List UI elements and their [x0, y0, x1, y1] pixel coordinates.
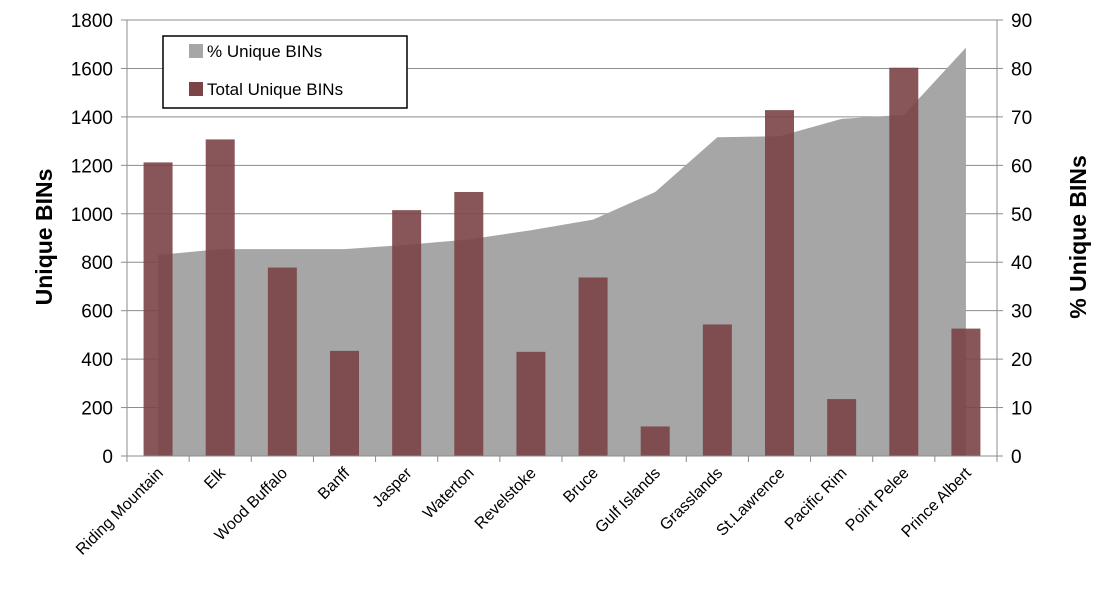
bar-series-layer	[143, 67, 981, 457]
axes	[126, 20, 998, 462]
bar-total-unique	[827, 399, 857, 456]
area-series-layer	[158, 47, 966, 456]
category-label: Bruce	[560, 465, 602, 507]
right-tick-label: 60	[1011, 156, 1032, 177]
left-tick-label: 0	[102, 447, 113, 468]
left-axis-ticks: 0 200 400 600 800 1000 1200 1400 1600 1800	[71, 11, 127, 468]
category-label: Waterton	[420, 465, 478, 523]
bar-total-unique	[951, 328, 981, 456]
area-percent-unique	[158, 47, 966, 456]
left-tick-label: 1200	[71, 156, 113, 177]
bar-total-unique	[702, 324, 732, 456]
right-tick-label: 30	[1011, 302, 1032, 323]
category-label: Grasslands	[657, 465, 726, 534]
bar-total-unique	[516, 351, 546, 456]
legend-label-total: Total Unique BINs	[207, 80, 343, 99]
bar-total-unique	[454, 191, 484, 456]
bar-total-unique	[330, 350, 359, 456]
category-label: Riding Mountain	[73, 465, 167, 559]
category-label: Gulf Islands	[592, 465, 664, 537]
category-label: Banff	[315, 464, 354, 503]
legend-swatch-percent	[189, 44, 203, 58]
right-axis-title: % Unique BINs	[1065, 155, 1091, 319]
legend: % Unique BINs Total Unique BINs	[162, 35, 408, 109]
right-tick-label: 70	[1011, 108, 1032, 129]
category-label: Jasper	[369, 464, 415, 510]
bar-total-unique	[640, 426, 670, 456]
left-tick-label: 400	[81, 350, 113, 371]
left-tick-label: 1800	[71, 11, 113, 32]
right-tick-label: 40	[1011, 253, 1032, 274]
category-label: Revelstoke	[472, 465, 540, 533]
bar-total-unique	[889, 67, 919, 457]
left-tick-label: 800	[81, 253, 113, 274]
category-label: Elk	[201, 464, 229, 492]
bar-total-unique	[578, 277, 608, 456]
legend-box	[162, 35, 408, 109]
right-tick-label: 10	[1011, 399, 1032, 420]
legend-swatch-total	[189, 82, 203, 96]
bar-total-unique	[205, 139, 235, 456]
bar-total-unique	[765, 110, 794, 457]
bar-total-unique	[143, 162, 173, 456]
right-tick-label: 90	[1011, 11, 1032, 32]
right-tick-label: 20	[1011, 350, 1032, 371]
bar-total-unique	[392, 210, 422, 456]
right-tick-label: 0	[1011, 447, 1022, 468]
legend-label-percent: % Unique BINs	[207, 42, 322, 61]
right-tick-label: 80	[1011, 59, 1032, 80]
right-tick-label: 50	[1011, 205, 1032, 226]
right-axis-ticks: 0 10 20 30 40 50 60 70 80 90	[997, 11, 1032, 468]
left-tick-label: 1600	[71, 59, 113, 80]
left-tick-label: 1000	[71, 205, 113, 226]
left-tick-label: 600	[81, 302, 113, 323]
left-tick-label: 1400	[71, 108, 113, 129]
category-label: Pacific Rim	[782, 465, 851, 534]
left-tick-label: 200	[81, 399, 113, 420]
left-axis-title: Unique BINs	[31, 169, 57, 306]
bar-total-unique	[267, 267, 297, 456]
